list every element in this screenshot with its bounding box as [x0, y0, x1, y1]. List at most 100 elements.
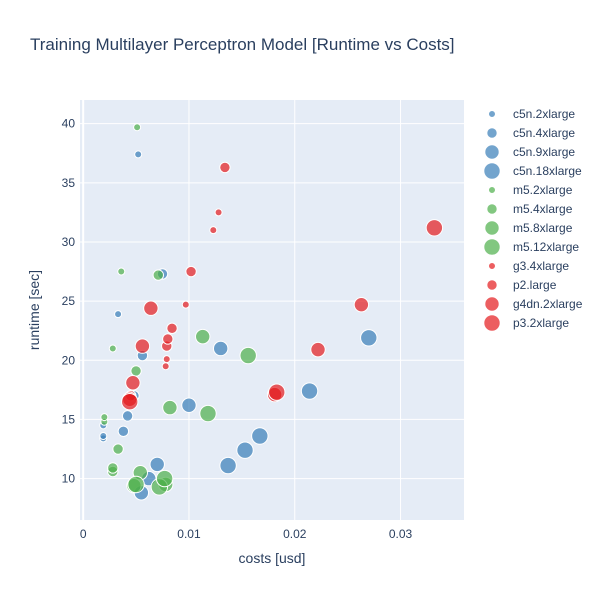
legend-label: c5n.2xlarge: [513, 107, 575, 121]
legend: c5n.2xlarge c5n.4xlarge c5n.9xlarge c5n.18x…: [483, 107, 583, 332]
data-point: [185, 265, 197, 278]
data-point: [125, 375, 141, 391]
data-point: [114, 310, 123, 319]
data-point: [121, 392, 139, 411]
y-tick-label: 15: [62, 412, 76, 426]
tick-layer: 0 0.01 0.02 0.03 10 15 20 25 30 35 40: [62, 117, 413, 541]
series-m5-2xlarge: [100, 123, 142, 426]
legend-marker: [484, 144, 500, 160]
data-point: [99, 432, 108, 440]
data-point: [117, 425, 130, 437]
data-point: [133, 123, 142, 132]
data-point: [166, 322, 178, 335]
series-m5-12xlarge: [127, 346, 257, 496]
data-point: [134, 338, 151, 354]
chart-title: Training Multilayer Perceptron Model [Ru…: [30, 35, 455, 54]
legend-item[interactable]: c5n.2xlarge: [488, 107, 576, 121]
legend-item[interactable]: p2.large: [486, 278, 557, 292]
data-point: [107, 462, 119, 474]
y-tick-label: 40: [62, 117, 76, 131]
y-tick-label: 10: [62, 472, 76, 486]
legend-item[interactable]: m5.8xlarge: [484, 220, 573, 236]
legend-label: c5n.18xlarge: [513, 164, 582, 178]
legend-marker: [483, 314, 501, 332]
data-point: [181, 300, 190, 309]
data-point: [100, 413, 109, 422]
data-point: [268, 383, 286, 401]
y-tick-label: 30: [62, 235, 76, 249]
legend-marker: [488, 262, 496, 270]
legend-item[interactable]: m5.4xlarge: [486, 202, 573, 216]
series-p2-large: [125, 161, 231, 402]
data-point: [199, 404, 217, 423]
data-point: [425, 219, 444, 237]
legend-label: p2.large: [513, 278, 557, 292]
legend-marker: [486, 127, 498, 139]
data-point: [152, 269, 164, 281]
data-point: [121, 410, 134, 422]
data-point: [162, 399, 178, 416]
legend-label: m5.4xlarge: [513, 202, 573, 216]
x-tick-label: 0.03: [389, 527, 413, 541]
data-point: [143, 300, 159, 316]
legend-item[interactable]: g3.4xlarge: [488, 259, 570, 273]
legend-label: p3.2xlarge: [513, 316, 569, 330]
data-point: [239, 346, 257, 365]
plot-area: [80, 100, 464, 520]
data-point: [219, 456, 237, 475]
legend-label: c5n.9xlarge: [513, 145, 575, 159]
series-g3-4xlarge: [161, 208, 223, 371]
series-p3-2xlarge: [121, 219, 444, 411]
legend-marker: [488, 110, 496, 118]
legend-item[interactable]: m5.2xlarge: [488, 183, 573, 197]
data-point: [155, 469, 174, 488]
legend-marker: [488, 186, 496, 194]
data-point: [219, 161, 231, 174]
data-point: [130, 365, 142, 377]
series-m5-4xlarge: [107, 269, 164, 478]
legend-item[interactable]: c5n.4xlarge: [486, 126, 576, 140]
legend-label: c5n.4xlarge: [513, 126, 575, 140]
x-tick-label: 0.02: [283, 527, 307, 541]
data-point: [162, 333, 174, 345]
legend-label: m5.12xlarge: [513, 240, 579, 254]
data-point: [108, 344, 117, 353]
data-point: [149, 456, 165, 473]
legend-item[interactable]: c5n.9xlarge: [484, 144, 576, 160]
data-point: [251, 427, 269, 445]
y-axis-title: runtime [sec]: [26, 270, 42, 350]
legend-marker: [484, 296, 500, 312]
legend-item[interactable]: c5n.18xlarge: [483, 162, 582, 180]
series-c5n-9xlarge: [133, 340, 229, 501]
marker-layer: [99, 123, 444, 501]
data-point: [212, 340, 229, 357]
legend-item[interactable]: m5.12xlarge: [483, 238, 580, 256]
legend-marker: [483, 238, 501, 256]
legend-item[interactable]: p3.2xlarge: [483, 314, 570, 332]
legend-label: m5.2xlarge: [513, 183, 573, 197]
data-point: [112, 443, 124, 455]
grid-layer: [80, 100, 464, 520]
legend-item[interactable]: g4dn.2xlarge: [484, 296, 583, 312]
data-point: [300, 382, 319, 400]
legend-label: g3.4xlarge: [513, 259, 569, 273]
legend-label: g4dn.2xlarge: [513, 297, 583, 311]
data-point: [360, 329, 378, 347]
series-c5n-18xlarge: [219, 329, 378, 475]
data-point: [162, 355, 171, 364]
legend-marker: [484, 220, 500, 236]
legend-marker: [486, 203, 498, 215]
data-point: [353, 296, 370, 313]
data-point: [117, 267, 126, 276]
legend-marker: [486, 279, 498, 291]
data-point: [214, 208, 223, 217]
x-axis-title: costs [usd]: [239, 550, 306, 566]
y-tick-label: 35: [62, 176, 76, 190]
x-tick-label: 0.01: [177, 527, 201, 541]
legend-label: m5.8xlarge: [513, 221, 573, 235]
data-point: [209, 226, 218, 235]
data-point: [195, 328, 211, 345]
data-point: [310, 341, 326, 358]
y-tick-label: 25: [62, 294, 76, 308]
